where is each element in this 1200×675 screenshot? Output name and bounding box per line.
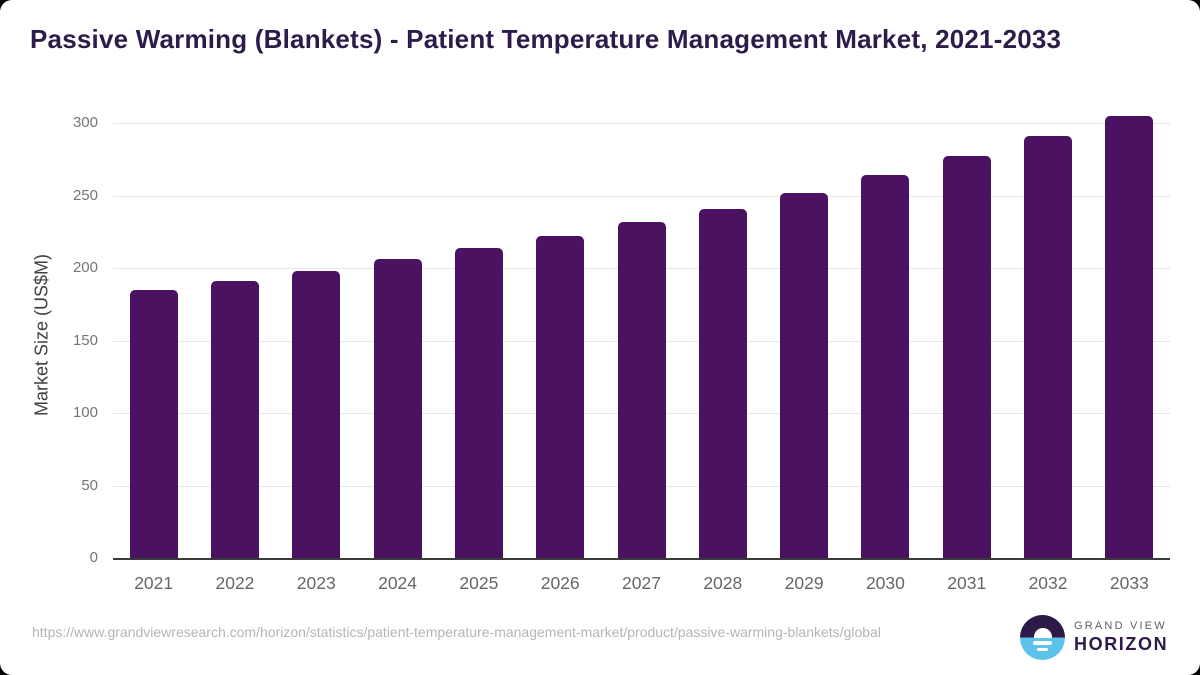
wave-shape — [1037, 648, 1048, 651]
gridline-300 — [113, 123, 1170, 125]
x-tick-label-2028: 2028 — [703, 573, 743, 593]
sun-shape — [1033, 627, 1052, 638]
y-tick-label-200: 200 — [72, 259, 98, 277]
logo-brand-top: GRAND VIEW — [1074, 620, 1167, 632]
plot-area: 0 50 100 150 200 250 300 2021 2022 2023 2024 2025 20… — [73, 110, 1170, 593]
x-tick-label-2024: 2024 — [378, 573, 418, 593]
footer: https://www.grandviewresearch.com/horizo… — [0, 613, 1200, 675]
x-tick-label-2029: 2029 — [784, 573, 824, 593]
bar-2027 — [617, 221, 666, 559]
bar-2029 — [780, 192, 829, 559]
gridline-250 — [113, 195, 1170, 197]
chart-title: Passive Warming (Blankets) - Patient Tem… — [30, 24, 1062, 54]
logo-text: GRAND VIEW HORIZON — [1074, 620, 1168, 655]
y-tick-label-0: 0 — [89, 549, 98, 566]
y-tick-label-50: 50 — [81, 476, 98, 494]
x-tick-label-2031: 2031 — [947, 573, 987, 593]
y-tick-label-100: 100 — [72, 404, 98, 422]
x-tick-label-2023: 2023 — [296, 573, 336, 593]
bar-2028 — [698, 208, 747, 559]
bar-2024 — [373, 259, 422, 559]
bar-2025 — [454, 247, 503, 559]
x-tick-label-2032: 2032 — [1028, 573, 1068, 593]
horizon-sun-icon — [1020, 615, 1065, 660]
bar-2033 — [1105, 115, 1154, 559]
bar-2026 — [536, 236, 585, 559]
x-axis-line — [113, 558, 1170, 560]
bar-2031 — [942, 156, 991, 559]
logo-brand-bottom: HORIZON — [1074, 634, 1169, 654]
bar-2021 — [129, 289, 178, 559]
x-tick-label-2030: 2030 — [865, 573, 905, 593]
y-tick-label-300: 300 — [72, 114, 98, 132]
x-tick-label-2026: 2026 — [540, 573, 580, 593]
bar-2030 — [861, 175, 910, 559]
bar-2023 — [292, 270, 341, 559]
bar-2022 — [210, 280, 259, 559]
source-url-text: https://www.grandviewresearch.com/horizo… — [32, 624, 881, 640]
y-tick-label-150: 150 — [72, 331, 98, 349]
x-tick-label-2033: 2033 — [1109, 573, 1149, 593]
wave-shape — [1033, 641, 1052, 645]
grand-view-horizon-logo: GRAND VIEW HORIZON — [1020, 615, 1168, 660]
bar-2032 — [1024, 136, 1073, 559]
x-tick-label-2021: 2021 — [134, 573, 174, 593]
y-tick-label-250: 250 — [72, 186, 98, 204]
x-tick-label-2025: 2025 — [459, 573, 499, 593]
x-tick-label-2027: 2027 — [622, 573, 661, 593]
x-tick-label-2022: 2022 — [215, 573, 255, 593]
